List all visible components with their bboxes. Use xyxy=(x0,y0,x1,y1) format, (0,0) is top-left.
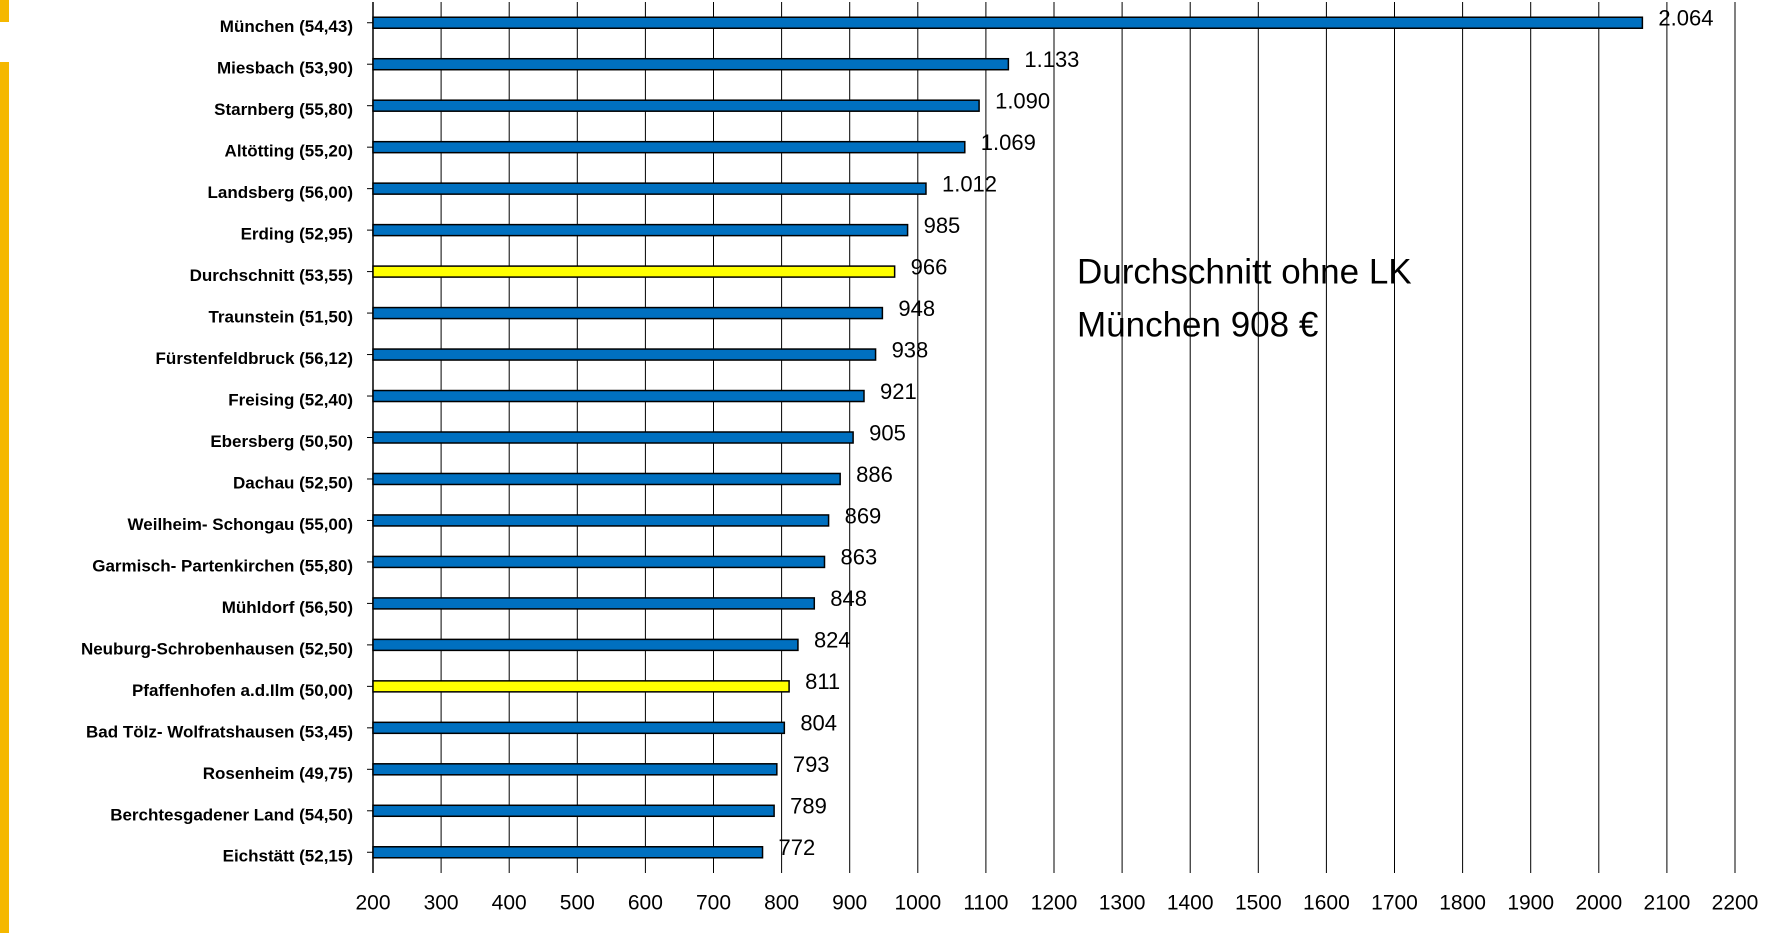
accent-strip xyxy=(0,62,9,933)
value-label: 2.064 xyxy=(1658,6,1713,31)
y-tick-label: Pfaffenhofen a.d.Ilm (50,00) xyxy=(132,681,353,700)
bar xyxy=(372,763,778,776)
bar xyxy=(372,348,877,361)
bar xyxy=(372,431,854,444)
value-label: 985 xyxy=(924,213,961,238)
bar xyxy=(372,99,980,112)
x-tick-label: 600 xyxy=(628,892,663,915)
value-label: 966 xyxy=(911,254,948,279)
value-label: 869 xyxy=(845,503,882,528)
x-tick-label: 1300 xyxy=(1099,892,1146,915)
bar xyxy=(372,223,909,237)
x-tick-label: 1800 xyxy=(1439,892,1486,915)
bar xyxy=(372,472,841,486)
y-tick-label: Mühldorf (56,50) xyxy=(222,598,353,617)
value-label: 948 xyxy=(898,296,935,321)
y-tick-label: Landsberg (56,00) xyxy=(208,183,354,202)
value-label: 824 xyxy=(814,628,851,653)
y-tick-label: Eichstätt (52,15) xyxy=(223,847,353,866)
x-tick-label: 1400 xyxy=(1167,892,1214,915)
value-label: 1.133 xyxy=(1024,47,1079,72)
value-label: 789 xyxy=(790,794,827,819)
bar xyxy=(372,721,786,735)
value-label: 1.090 xyxy=(995,89,1050,114)
value-label: 921 xyxy=(880,379,917,404)
value-label: 938 xyxy=(892,337,929,362)
y-tick-label: Erding (52,95) xyxy=(241,225,353,244)
x-tick-label: 700 xyxy=(696,892,731,915)
value-label: 848 xyxy=(830,586,867,611)
bar xyxy=(372,638,799,652)
x-tick-label: 2200 xyxy=(1712,892,1759,915)
bar xyxy=(372,680,790,693)
y-tick-label: Bad Tölz- Wolfratshausen (53,45) xyxy=(86,722,353,741)
x-tick-label: 1600 xyxy=(1303,892,1350,915)
x-tick-label: 300 xyxy=(424,892,459,915)
y-tick-label: Neuburg-Schrobenhausen (52,50) xyxy=(81,639,353,658)
x-tick-label: 500 xyxy=(560,892,595,915)
y-tick-label: Weilheim- Schongau (55,00) xyxy=(128,515,353,534)
x-tick-label: 900 xyxy=(832,892,867,915)
x-tick-label: 1200 xyxy=(1031,892,1078,915)
bar xyxy=(372,389,865,403)
x-tick-label: 2000 xyxy=(1575,892,1622,915)
y-tick-label: Altötting (55,20) xyxy=(225,142,353,161)
bar xyxy=(372,555,826,569)
y-tick-label: Berchtesgadener Land (54,50) xyxy=(110,805,353,824)
y-tick-label: Garmisch- Partenkirchen (55,80) xyxy=(92,556,353,575)
y-tick-label: Fürstenfeldbruck (56,12) xyxy=(156,349,353,368)
x-tick-label: 1000 xyxy=(894,892,941,915)
bar xyxy=(372,265,896,278)
x-tick-label: 1900 xyxy=(1507,892,1554,915)
x-tick-label: 2100 xyxy=(1644,892,1691,915)
x-tick-label: 1700 xyxy=(1371,892,1418,915)
bar xyxy=(372,16,1644,29)
y-tick-label: Dachau (52,50) xyxy=(233,473,353,492)
bar xyxy=(372,597,816,610)
bar xyxy=(372,306,884,320)
annotation: Durchschnitt ohne LK xyxy=(1077,252,1412,291)
bar xyxy=(372,140,966,154)
y-tick-label: Freising (52,40) xyxy=(228,391,353,410)
value-label: 804 xyxy=(800,711,837,736)
x-tick-label: 200 xyxy=(355,892,390,915)
y-tick-label: Miesbach (53,90) xyxy=(217,59,353,78)
x-tick-label: 1100 xyxy=(963,892,1008,915)
y-tick-label: Ebersberg (50,50) xyxy=(210,432,353,451)
x-tick-label: 1500 xyxy=(1235,892,1282,915)
value-label: 793 xyxy=(793,752,830,777)
x-tick-label: 800 xyxy=(764,892,799,915)
bar xyxy=(372,846,764,859)
y-tick-label: Durchschnitt (53,55) xyxy=(190,266,353,285)
value-label: 1.012 xyxy=(942,171,997,196)
y-tick-label: München (54,43) xyxy=(220,17,353,36)
bar xyxy=(372,57,1010,71)
value-label: 811 xyxy=(805,669,840,694)
bar xyxy=(372,514,830,527)
value-label: 1.069 xyxy=(981,130,1036,155)
y-tick-label: Rosenheim (49,75) xyxy=(203,764,353,783)
accent-strip xyxy=(0,0,9,22)
bar xyxy=(372,804,775,818)
value-label: 772 xyxy=(779,835,816,860)
y-tick-label: Traunstein (51,50) xyxy=(208,308,353,327)
value-label: 886 xyxy=(856,462,893,487)
annotation: München 908 € xyxy=(1077,305,1318,344)
bar xyxy=(372,182,927,195)
x-tick-label: 400 xyxy=(492,892,527,915)
y-tick-label: Starnberg (55,80) xyxy=(214,100,353,119)
value-label: 905 xyxy=(869,420,906,445)
value-label: 863 xyxy=(841,545,878,570)
